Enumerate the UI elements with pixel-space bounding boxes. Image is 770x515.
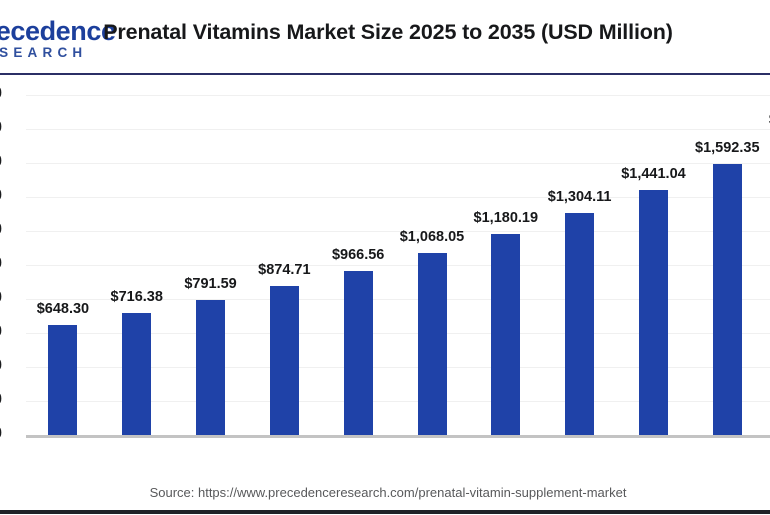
gridline <box>26 401 770 402</box>
bar-value-label: $716.38 <box>110 289 163 306</box>
y-axis-tick-label: 200 <box>0 391 2 409</box>
footer-divider <box>0 510 770 514</box>
gridline <box>26 163 770 164</box>
bar-value-label: $1,441.04 <box>621 166 686 183</box>
gridline <box>26 95 770 96</box>
y-axis-tick-label: 400 <box>0 357 2 375</box>
gridline <box>26 197 770 198</box>
header-divider <box>0 73 770 75</box>
gridline <box>26 299 770 300</box>
bar[interactable] <box>269 286 299 435</box>
y-axis-tick-label: 1,000 <box>0 255 2 273</box>
bar[interactable] <box>712 164 742 435</box>
bar[interactable] <box>638 190 668 435</box>
bar-value-label: $1,180.19 <box>473 210 539 227</box>
x-axis-line <box>26 435 770 438</box>
bar[interactable] <box>417 253 447 435</box>
bar-value-label: $1,304.11 <box>547 189 612 206</box>
y-axis-tick-label: 1,400 <box>0 187 2 205</box>
bar[interactable] <box>196 300 226 435</box>
chart-header: Precedence RESEARCH Prenatal Vitamins Ma… <box>0 0 770 75</box>
y-axis-tick-label: 1,600 <box>0 153 2 171</box>
y-axis-tick-label: 0 <box>0 425 2 443</box>
y-axis-tick-label: 800 <box>0 289 2 307</box>
gridline <box>26 129 770 130</box>
bar-value-label: $648.30 <box>36 300 90 317</box>
bar-value-label: $1,592.35 <box>695 140 760 157</box>
bar-chart-plot-area: 0 200 400 600 800 1,000 1,200 1,400 1,600 1,800 2,… <box>0 80 770 445</box>
logo-wordmark-secondary: RESEARCH <box>0 45 88 60</box>
logo-wordmark-primary: Precedence <box>0 16 116 46</box>
source-attribution: Source: https://www.precedenceresearch.c… <box>149 485 627 500</box>
y-axis-tick-label: 1,200 <box>0 221 2 239</box>
bar[interactable] <box>343 270 373 435</box>
gridline <box>26 265 770 266</box>
y-axis-tick-label: 1,800 <box>0 119 2 137</box>
y-axis-tick-label: 600 <box>0 323 2 341</box>
y-axis-tick-label: 2,000 <box>0 85 2 103</box>
bar-value-label: $1,759.00 <box>741 112 770 128</box>
precedence-research-logo: Precedence RESEARCH <box>0 16 122 62</box>
gridline <box>26 333 770 334</box>
gridline <box>26 231 770 232</box>
gridline <box>26 367 770 368</box>
bar[interactable] <box>122 313 152 435</box>
bar[interactable] <box>48 324 78 435</box>
page-title: Prenatal Vitamins Market Size 2025 to 20… <box>103 20 673 44</box>
bar-value-label: $966.56 <box>331 246 385 263</box>
bar[interactable] <box>491 234 521 435</box>
bar[interactable] <box>565 213 595 435</box>
bar-value-label: $791.59 <box>184 276 237 293</box>
bar-value-label: $874.71 <box>258 262 311 279</box>
bar-value-label: $1,068.05 <box>399 229 465 246</box>
